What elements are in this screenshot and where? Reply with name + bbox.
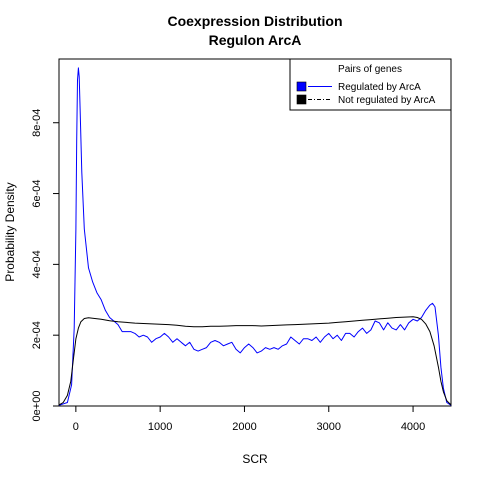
y-tick-label: 4e-04 [31,250,43,278]
y-tick-label: 2e-04 [31,321,43,349]
x-tick-label: 2000 [232,421,256,433]
legend-swatch-not-regulated [296,94,307,105]
x-axis-label: SCR [242,452,268,466]
x-tick-label: 0 [73,421,79,433]
legend-label-not-regulated: Not regulated by ArcA [338,95,436,106]
y-tick-label: 8e-04 [31,109,43,137]
series-line-regulated [58,67,452,406]
chart-subtitle: Regulon ArcA [209,32,302,48]
chart-title: Coexpression Distribution [167,13,342,29]
legend-swatch-regulated [296,81,307,92]
legend: Pairs of genes Regulated by ArcA Not reg… [289,58,452,111]
series-line-not-regulated [58,316,452,406]
x-axis: 0 1000 2000 3000 4000 [73,406,425,433]
plot-frame [58,58,452,407]
y-axis-label: Probability Density [3,182,17,281]
x-tick-label: 1000 [148,421,172,433]
series-layer [58,67,452,406]
x-tick-label: 3000 [317,421,341,433]
x-tick-label: 4000 [401,421,425,433]
y-tick-label: 6e-04 [31,179,43,207]
legend-label-regulated: Regulated by ArcA [338,82,421,93]
legend-box [289,58,452,111]
legend-title: Pairs of genes [338,64,402,75]
y-tick-label: 0e+00 [31,391,43,422]
y-axis: 0e+00 2e-04 4e-04 6e-04 8e-04 [31,109,59,422]
